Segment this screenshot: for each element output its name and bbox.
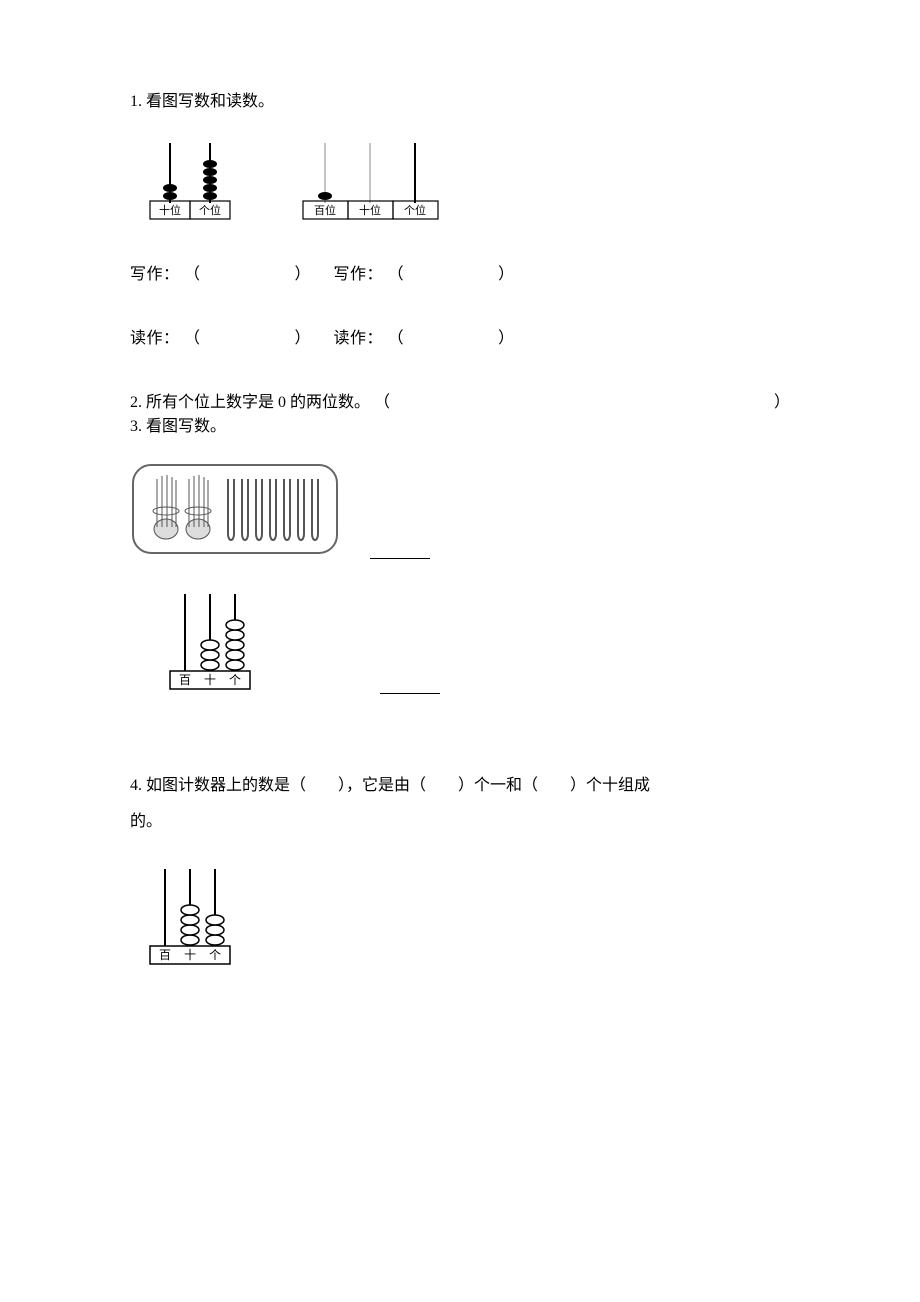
q1-title-line: 1. 看图写数和读数。 xyxy=(130,90,790,114)
q1-read-row: 读作： （ ） 读作： （ ） xyxy=(130,327,790,351)
q3-number: 3. xyxy=(130,418,142,435)
bundle-diagram xyxy=(130,459,340,559)
q3-abacus: 百 十 个 xyxy=(160,589,260,694)
paren-close-2: ） xyxy=(498,266,515,283)
paren-open-4: （ xyxy=(388,330,405,347)
q2-number: 2. xyxy=(130,394,142,411)
q4-text-line2: 的。 xyxy=(130,810,790,834)
paren-close-3: ） xyxy=(295,330,312,347)
svg-text:百: 百 xyxy=(179,673,191,687)
svg-text:百位: 百位 xyxy=(314,203,336,217)
svg-text:十: 十 xyxy=(204,673,216,687)
q4-number: 4. xyxy=(130,777,142,794)
question-4: 4. 如图计数器上的数是（ ），它是由（ ）个一和（ ）个十组成 的。 百 十 … xyxy=(130,774,790,977)
q1-write-row: 写作： （ ） 写作： （ ） xyxy=(130,263,790,287)
svg-text:个: 个 xyxy=(209,948,221,962)
q4-text1: 如图计数器上的数是（ ），它是由（ ）个一和（ ）个十组成 xyxy=(146,777,650,794)
svg-text:个位: 个位 xyxy=(199,203,221,217)
q4-text2: 的。 xyxy=(130,813,162,830)
question-1: 1. 看图写数和读数。 十位 个位 xyxy=(130,90,790,351)
q2-paren-open: （ xyxy=(374,394,390,411)
q3-fig2-row: 百 十 个 xyxy=(160,589,790,694)
q3-blank-1[interactable] xyxy=(370,545,430,559)
svg-text:十位: 十位 xyxy=(159,203,181,217)
q2-line: 2. 所有个位上数字是 0 的两位数。 （ ） xyxy=(130,391,790,415)
paren-close: ） xyxy=(295,266,312,283)
paren-open-3: （ xyxy=(184,330,201,347)
q3-fig1-row xyxy=(130,459,790,559)
paren-open: （ xyxy=(184,266,201,283)
q3-title: 看图写数。 xyxy=(146,418,226,435)
write-label-2: 写作： xyxy=(334,266,384,283)
write-label-1: 写作： xyxy=(130,266,180,283)
svg-text:百: 百 xyxy=(159,948,171,962)
svg-text:十位: 十位 xyxy=(359,203,381,217)
read-label-1: 读作： xyxy=(130,330,180,347)
svg-text:十: 十 xyxy=(184,948,196,962)
q1-number: 1. xyxy=(130,93,142,110)
q3-title-line: 3. 看图写数。 xyxy=(130,415,790,439)
question-2-3: 2. 所有个位上数字是 0 的两位数。 （ ） 3. 看图写数。 xyxy=(130,391,790,439)
q1-abaci-row: 十位 个位 百位 十位 个位 xyxy=(130,138,790,223)
q2-text: 所有个位上数字是 0 的两位数。 xyxy=(146,394,370,411)
abacus-1: 十位 个位 xyxy=(130,138,250,223)
q4-abacus: 百 十 个 xyxy=(140,864,240,969)
q1-title: 看图写数和读数。 xyxy=(146,93,274,110)
paren-close-4: ） xyxy=(498,330,515,347)
q2-paren-close: ） xyxy=(774,391,790,415)
q3-blank-2[interactable] xyxy=(380,680,440,694)
q2-blank[interactable] xyxy=(390,391,774,415)
read-label-2: 读作： xyxy=(334,330,384,347)
paren-open-2: （ xyxy=(388,266,405,283)
svg-text:个位: 个位 xyxy=(404,203,426,217)
abacus-2: 百位 十位 个位 xyxy=(290,138,450,223)
q4-text-line1: 4. 如图计数器上的数是（ ），它是由（ ）个一和（ ）个十组成 xyxy=(130,774,790,798)
svg-text:个: 个 xyxy=(229,673,241,687)
